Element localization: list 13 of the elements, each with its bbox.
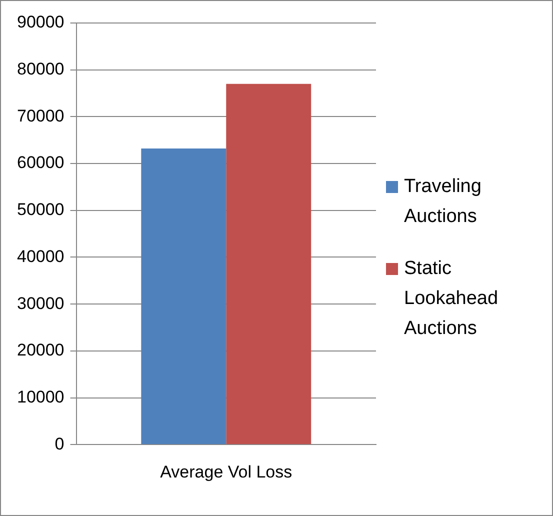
legend-label: Static Lookahead Auctions xyxy=(404,257,500,341)
y-tick-label: 90000 xyxy=(16,12,64,32)
y-tick-label: 30000 xyxy=(16,294,64,313)
x-tick-label: Average Vol Loss xyxy=(160,462,292,482)
y-tick-label: 70000 xyxy=(16,106,64,126)
y-tick-label: 60000 xyxy=(16,153,64,172)
y-tick-label: 50000 xyxy=(16,200,64,220)
y-tick-label: 40000 xyxy=(16,246,64,266)
y-tick-label: 10000 xyxy=(16,387,64,406)
y-tick-label: 20000 xyxy=(16,340,64,360)
y-tick-label: 0 xyxy=(54,434,64,454)
y-tick-label: 80000 xyxy=(16,60,64,79)
legend-label: Traveling Auctions xyxy=(404,175,482,229)
